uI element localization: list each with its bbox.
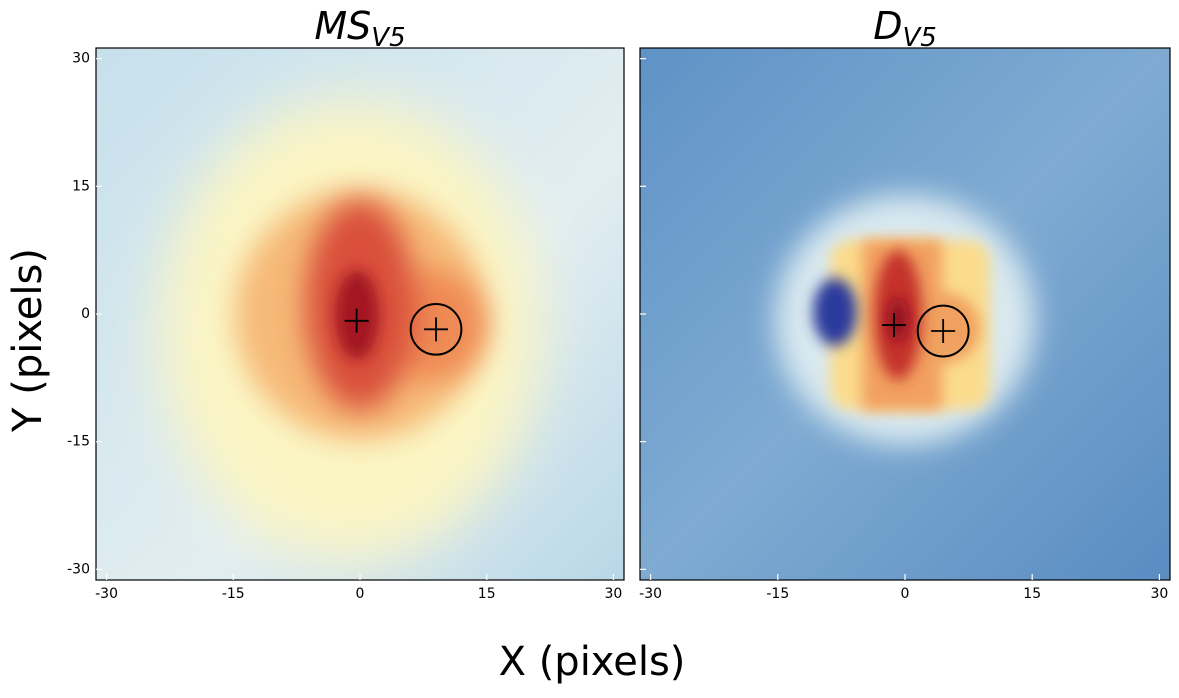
x-tick-label: 0 (901, 586, 910, 602)
x-axis-label: X (pixels) (499, 639, 686, 685)
heatmap-right (640, 48, 1170, 580)
title-subscript: V5 (902, 23, 936, 53)
chart-title: MSV5 (314, 4, 405, 53)
cross-marker (881, 313, 906, 338)
cross-marker (424, 317, 449, 342)
x-tick-label: 15 (478, 586, 496, 602)
y-tick-label: 15 (72, 178, 90, 194)
y-tick-label: -30 (67, 561, 90, 577)
x-tick-label: -30 (639, 586, 662, 602)
title-subscript: V5 (371, 23, 405, 53)
x-tick-label: 0 (356, 586, 365, 602)
title-main: MS (314, 4, 371, 48)
chart-title: DV5 (873, 4, 937, 53)
cross-marker (931, 319, 956, 344)
y-axis-label: Y (pixels) (5, 248, 51, 433)
x-tick-label: -15 (766, 586, 789, 602)
y-tick-label: 0 (81, 306, 90, 322)
y-tick-label: -15 (67, 434, 90, 450)
y-tick-label: 30 (72, 51, 90, 67)
circle-marker (916, 304, 970, 358)
x-tick-label: 30 (1150, 586, 1168, 602)
circle-marker (409, 302, 463, 356)
x-tick-label: 30 (605, 586, 623, 602)
x-tick-label: -30 (95, 586, 118, 602)
heatmap-left (96, 48, 624, 580)
title-main: D (873, 4, 902, 48)
x-tick-label: -15 (222, 586, 245, 602)
cross-marker (344, 308, 369, 333)
x-tick-label: 15 (1023, 586, 1041, 602)
